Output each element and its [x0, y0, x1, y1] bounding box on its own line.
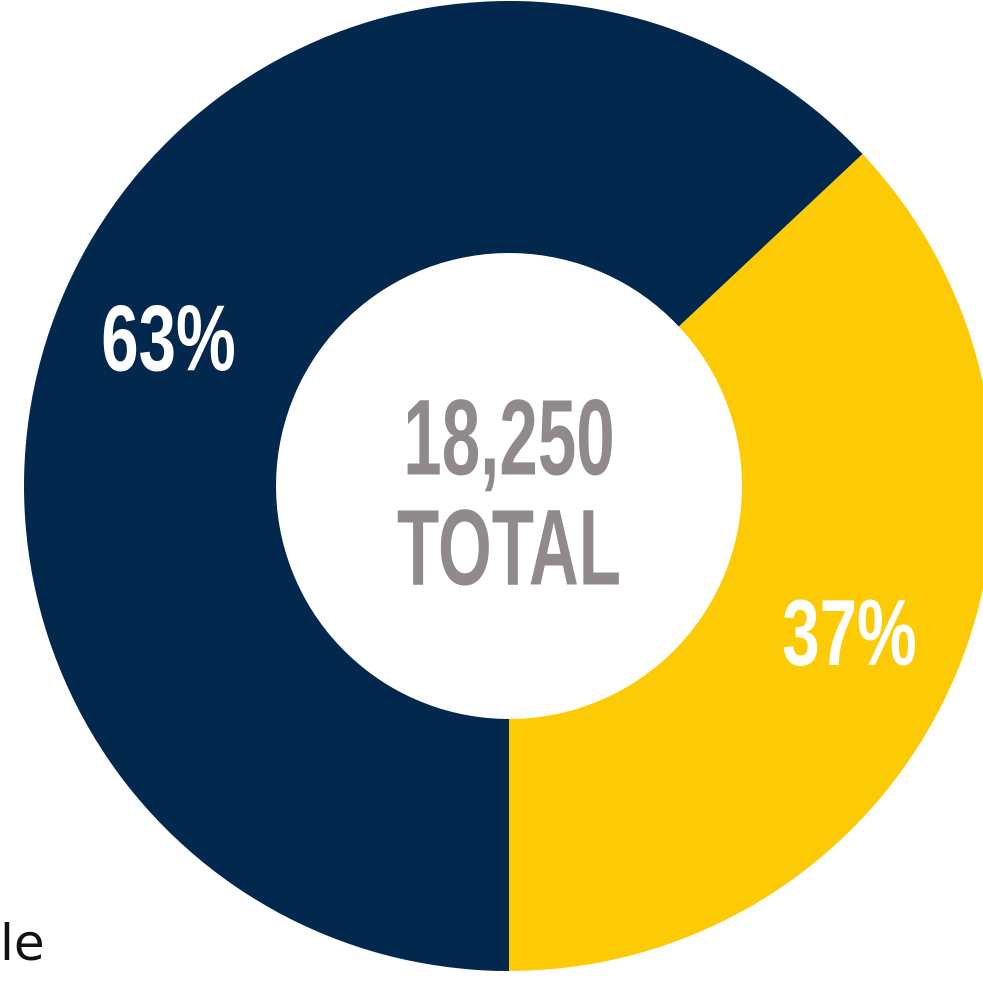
- center-total-caption: TOTAL: [397, 488, 621, 608]
- center-total-value: 18,250: [403, 378, 614, 498]
- slice-label: 63%: [101, 286, 235, 391]
- pie-slice-37pct: [509, 153, 983, 971]
- labels-layer: 63% 37%: [101, 286, 916, 685]
- donut-hole: [276, 253, 742, 719]
- cropped-text-fragment: le: [0, 918, 45, 968]
- slice-label: 37%: [782, 581, 916, 686]
